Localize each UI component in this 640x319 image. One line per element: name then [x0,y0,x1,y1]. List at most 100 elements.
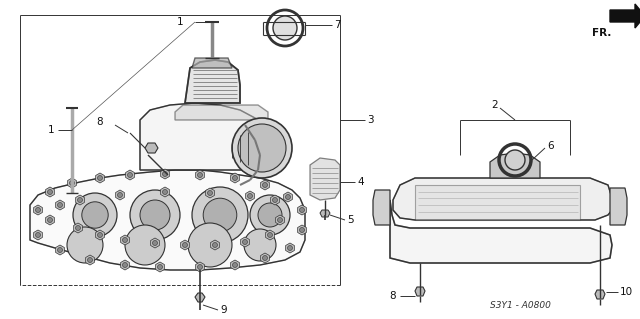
Text: 9: 9 [220,305,227,315]
Polygon shape [373,190,390,225]
Circle shape [118,192,122,197]
Circle shape [300,207,305,212]
Circle shape [152,241,157,246]
Polygon shape [415,287,425,296]
Polygon shape [595,290,605,299]
Polygon shape [230,173,239,183]
Text: 8: 8 [97,117,103,127]
Circle shape [192,187,248,243]
Circle shape [97,233,102,238]
Circle shape [47,218,52,222]
Circle shape [127,173,132,177]
Polygon shape [310,158,340,200]
Polygon shape [150,238,159,248]
Circle shape [262,182,268,188]
Circle shape [268,233,273,238]
Circle shape [130,190,180,240]
Polygon shape [241,237,250,247]
Circle shape [258,203,282,227]
Polygon shape [320,210,330,217]
Circle shape [67,227,103,263]
Circle shape [35,233,40,238]
Polygon shape [196,170,204,180]
Circle shape [244,229,276,261]
Text: 7: 7 [334,20,340,30]
Polygon shape [185,60,240,103]
Text: 3: 3 [367,115,374,125]
Circle shape [198,264,202,270]
Polygon shape [195,293,205,302]
Circle shape [88,257,93,263]
Circle shape [77,197,83,203]
Polygon shape [34,230,42,240]
Circle shape [125,225,165,265]
Polygon shape [161,169,170,179]
Circle shape [198,173,202,177]
Circle shape [122,263,127,268]
Polygon shape [230,260,239,270]
Text: 1: 1 [47,125,54,135]
Polygon shape [121,260,129,270]
Polygon shape [271,195,279,205]
Polygon shape [298,225,307,235]
Polygon shape [180,240,189,250]
Text: 10: 10 [620,287,633,297]
Circle shape [248,194,253,198]
Polygon shape [45,187,54,197]
Circle shape [204,198,237,232]
Polygon shape [205,188,214,198]
Circle shape [300,227,305,233]
Circle shape [243,240,248,244]
Circle shape [238,124,286,172]
Circle shape [163,189,168,195]
Polygon shape [393,178,612,220]
Text: 5: 5 [347,215,354,225]
Circle shape [157,264,163,270]
Polygon shape [86,255,94,265]
Circle shape [287,246,292,250]
Polygon shape [284,192,292,202]
Polygon shape [76,195,84,205]
Circle shape [163,172,168,176]
Polygon shape [415,185,580,220]
Polygon shape [610,188,627,225]
Polygon shape [30,170,305,270]
Circle shape [182,242,188,248]
Circle shape [97,175,102,181]
Circle shape [188,223,232,267]
Circle shape [47,189,52,195]
Circle shape [273,197,278,203]
Polygon shape [285,243,294,253]
Circle shape [273,16,297,40]
Polygon shape [145,143,158,153]
Circle shape [212,242,218,248]
Polygon shape [74,223,83,233]
Circle shape [207,190,212,196]
Polygon shape [116,190,124,200]
Circle shape [262,256,268,261]
Circle shape [35,207,40,212]
Polygon shape [298,205,307,215]
Polygon shape [125,170,134,180]
Polygon shape [45,215,54,225]
Polygon shape [196,262,204,272]
Text: S3Y1 - A0800: S3Y1 - A0800 [490,300,550,309]
Circle shape [232,263,237,268]
Polygon shape [121,235,129,245]
Polygon shape [56,245,65,255]
Circle shape [285,195,291,199]
Circle shape [122,238,127,242]
Polygon shape [156,262,164,272]
Circle shape [232,118,292,178]
Text: 4: 4 [357,177,364,187]
Polygon shape [34,205,42,215]
Circle shape [73,193,117,237]
Text: 1: 1 [177,17,183,27]
Polygon shape [276,215,284,225]
Polygon shape [211,240,220,250]
Polygon shape [95,230,104,240]
Circle shape [250,195,290,235]
Circle shape [76,226,81,231]
Polygon shape [260,180,269,190]
Circle shape [232,175,237,181]
